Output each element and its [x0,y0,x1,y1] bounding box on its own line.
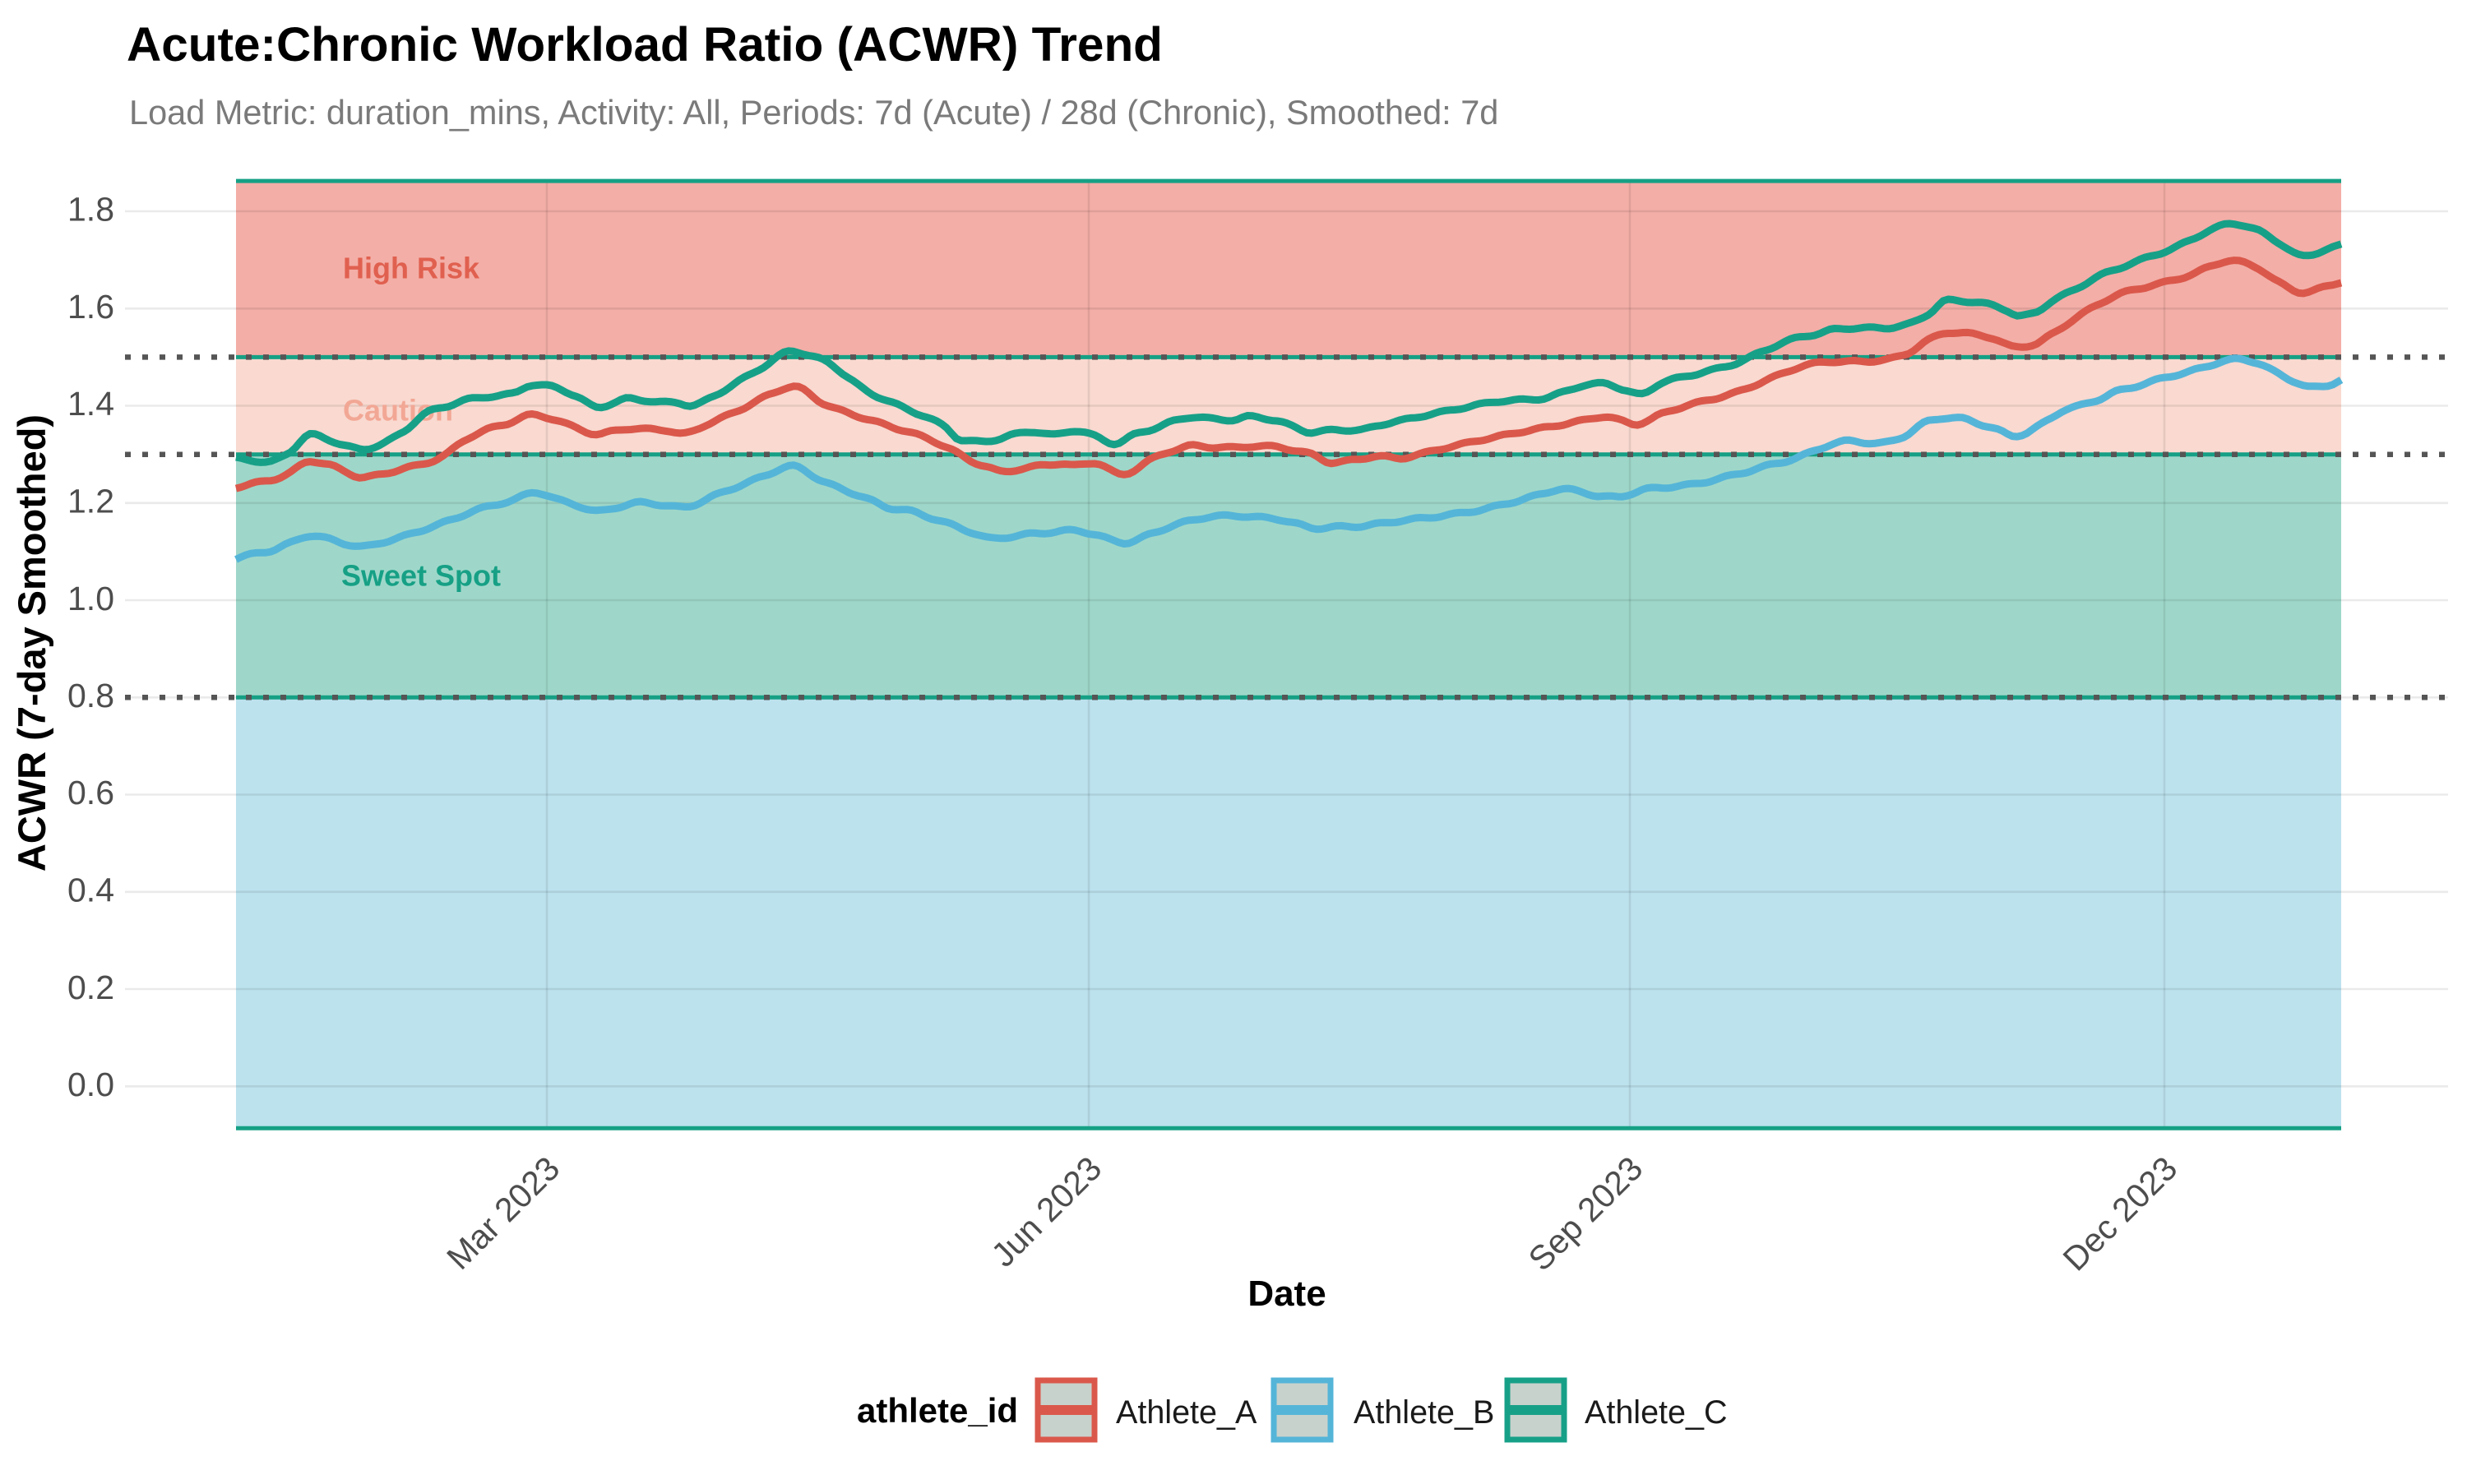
svg-text:ACWR (7-day Smoothed): ACWR (7-day Smoothed) [10,414,53,871]
svg-text:1.8: 1.8 [67,191,114,229]
svg-text:Athlete_C: Athlete_C [1585,1394,1727,1431]
svg-text:1.0: 1.0 [67,580,114,617]
svg-text:Load Metric: duration_mins, Ac: Load Metric: duration_mins, Activity: Al… [129,93,1498,132]
svg-text:0.8: 0.8 [67,677,114,714]
svg-text:Sweet Spot: Sweet Spot [341,558,501,592]
svg-text:1.4: 1.4 [67,385,114,423]
svg-text:0.6: 0.6 [67,774,114,811]
svg-text:High Risk: High Risk [343,251,480,284]
svg-text:Athlete_A: Athlete_A [1116,1394,1257,1431]
svg-text:0.0: 0.0 [67,1066,114,1103]
svg-text:1.2: 1.2 [67,483,114,520]
svg-text:0.4: 0.4 [67,871,114,909]
svg-text:0.2: 0.2 [67,969,114,1006]
svg-text:Acute:Chronic Workload Ratio (: Acute:Chronic Workload Ratio (ACWR) Tren… [127,18,1163,72]
svg-text:athlete_id: athlete_id [857,1391,1018,1430]
svg-text:1.6: 1.6 [67,288,114,326]
svg-text:Athlete_B: Athlete_B [1354,1394,1494,1431]
svg-text:Date: Date [1247,1274,1326,1314]
